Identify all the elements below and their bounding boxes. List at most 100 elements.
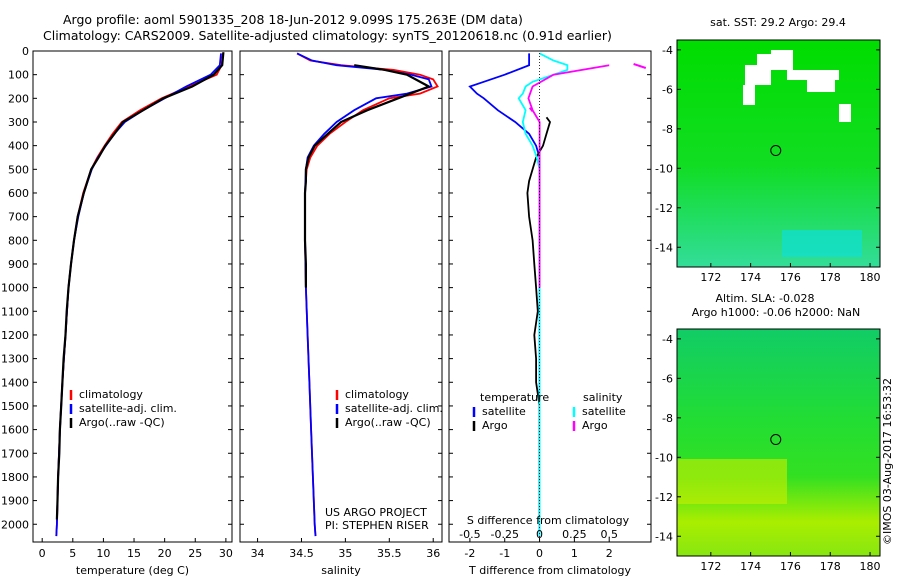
missing-data-patch bbox=[743, 85, 755, 105]
diff-legend-title: temperature bbox=[480, 391, 549, 404]
map-y-tick-label: -10 bbox=[655, 451, 673, 464]
legend-label: Argo bbox=[582, 419, 608, 432]
plot-title-line2: Climatology: CARS2009. Satellite-adjuste… bbox=[43, 28, 612, 43]
y-tick-label: 900 bbox=[8, 258, 29, 271]
plot-area bbox=[239, 50, 443, 543]
top-tick-label: 0 bbox=[536, 528, 543, 541]
x-tick-label: 34.5 bbox=[289, 547, 314, 560]
x-tick-label: -2 bbox=[464, 547, 475, 560]
legend-label: Argo(..raw -QC) bbox=[345, 416, 431, 429]
salinity-argo-segment bbox=[529, 107, 534, 112]
y-tick-label: 300 bbox=[8, 116, 29, 129]
x-axis-label: T difference from climatology bbox=[468, 564, 631, 577]
map-cool-patch bbox=[782, 230, 862, 257]
map-y-tick-label: -14 bbox=[655, 241, 673, 254]
map-x-tick-label: 172 bbox=[700, 271, 721, 284]
y-tick-label: 1100 bbox=[1, 305, 29, 318]
map-x-tick-label: 180 bbox=[860, 271, 881, 284]
missing-data-patch bbox=[787, 70, 839, 80]
missing-data-patch bbox=[807, 77, 835, 92]
map-x-tick-label: 176 bbox=[780, 271, 801, 284]
missing-data-patch bbox=[771, 50, 793, 70]
series-line bbox=[303, 64, 432, 288]
y-tick-label: 1800 bbox=[1, 471, 29, 484]
legend-label: Argo bbox=[482, 419, 508, 432]
x-tick-label: 36 bbox=[426, 547, 440, 560]
missing-data-patch bbox=[839, 104, 851, 122]
salinity-argo-offscale bbox=[633, 63, 647, 69]
y-tick-label: 1300 bbox=[1, 353, 29, 366]
plot-area bbox=[32, 50, 233, 543]
plot-title-line1: Argo profile: aoml 5901335_208 18-Jun-20… bbox=[63, 12, 523, 27]
x-axis-label: salinity bbox=[321, 564, 361, 577]
y-tick-label: 1400 bbox=[1, 376, 29, 389]
legend-label: satellite bbox=[582, 405, 626, 418]
y-tick-label: 2000 bbox=[1, 518, 29, 531]
map-y-tick-label: -12 bbox=[655, 202, 673, 215]
y-tick-label: 600 bbox=[8, 187, 29, 200]
profile-panel-2: 34 34.5 35 35.5 36 salinity bbox=[239, 50, 443, 577]
y-tick-label: 400 bbox=[8, 140, 29, 153]
map-high-patch bbox=[677, 459, 787, 504]
x-tick-label: 34 bbox=[251, 547, 265, 560]
y-tick-label: 1000 bbox=[1, 282, 29, 295]
sst-map: 172 174 176 178 180 -4 -6 -8 -10 -12 -14 bbox=[655, 39, 881, 284]
x-tick-label: 35 bbox=[338, 547, 352, 560]
y-tick-label: 1700 bbox=[1, 447, 29, 460]
x-tick-label: 0 bbox=[536, 547, 543, 560]
sla-map: 172 174 176 178 180 -4 -6 -8 -10 -12 -14 bbox=[655, 328, 881, 573]
top-tick-label: -0.5 bbox=[459, 528, 480, 541]
series-line bbox=[55, 52, 225, 520]
y-tick-label: 0 bbox=[22, 45, 29, 58]
x-tick-label: 1 bbox=[571, 547, 578, 560]
legend-label: satellite-adj. clim. bbox=[79, 402, 177, 415]
float-position-marker bbox=[770, 145, 782, 157]
y-tick-label: 1900 bbox=[1, 495, 29, 508]
map-y-tick-label: -8 bbox=[662, 123, 673, 136]
legend-label: satellite-adj. clim. bbox=[345, 402, 443, 415]
x-tick-label: -1 bbox=[499, 547, 510, 560]
x-tick-label: 35.5 bbox=[377, 547, 402, 560]
profile-panel-1: 0100200300400500600700800900100011001200… bbox=[1, 45, 233, 577]
pi-label: PI: STEPHEN RISER bbox=[325, 519, 429, 532]
map-y-tick-label: -8 bbox=[662, 412, 673, 425]
map-x-tick-label: 178 bbox=[820, 271, 841, 284]
sla-map-title-2: Argo h1000: -0.06 h2000: NaN bbox=[692, 306, 861, 319]
map-y-tick-label: -6 bbox=[662, 83, 673, 96]
top-tick-label: 0.5 bbox=[600, 528, 618, 541]
map-x-tick-label: 176 bbox=[780, 560, 801, 573]
map-frame bbox=[676, 39, 881, 268]
map-y-tick-label: -4 bbox=[662, 44, 673, 57]
top-tick-label: 0.25 bbox=[562, 528, 587, 541]
map-y-tick-label: -4 bbox=[662, 333, 673, 346]
legend-label: climatology bbox=[79, 388, 143, 401]
y-tick-label: 1600 bbox=[1, 424, 29, 437]
y-tick-label: 700 bbox=[8, 211, 29, 224]
map-x-tick-label: 180 bbox=[860, 560, 881, 573]
x-tick-label: 0 bbox=[39, 547, 46, 560]
x-tick-label: 15 bbox=[127, 547, 141, 560]
x-axis-label: temperature (deg C) bbox=[76, 564, 189, 577]
y-tick-label: 1500 bbox=[1, 400, 29, 413]
map-frame bbox=[676, 328, 881, 557]
sst-map-title: sat. SST: 29.2 Argo: 29.4 bbox=[710, 16, 846, 29]
map-y-tick-label: -10 bbox=[655, 162, 673, 175]
diff-legend-title: salinity bbox=[583, 391, 623, 404]
map-y-tick-label: -12 bbox=[655, 491, 673, 504]
map-y-tick-label: -14 bbox=[655, 530, 673, 543]
x-tick-label: 25 bbox=[188, 547, 202, 560]
project-label: US ARGO PROJECT bbox=[325, 506, 427, 519]
x-tick-label: 20 bbox=[158, 547, 172, 560]
map-x-tick-label: 178 bbox=[820, 560, 841, 573]
sla-map-title-1: Altim. SLA: -0.028 bbox=[715, 292, 814, 305]
float-position-marker bbox=[770, 434, 782, 446]
y-tick-label: 800 bbox=[8, 234, 29, 247]
profile-panel-3: -2 -1 0 1 2 T difference from climatology bbox=[448, 50, 652, 577]
legend-label: climatology bbox=[345, 388, 409, 401]
x-tick-label: 5 bbox=[69, 547, 76, 560]
map-field bbox=[677, 329, 880, 556]
x-tick-label: 30 bbox=[219, 547, 233, 560]
x-tick-label: 2 bbox=[606, 547, 613, 560]
plot-area bbox=[448, 50, 652, 543]
